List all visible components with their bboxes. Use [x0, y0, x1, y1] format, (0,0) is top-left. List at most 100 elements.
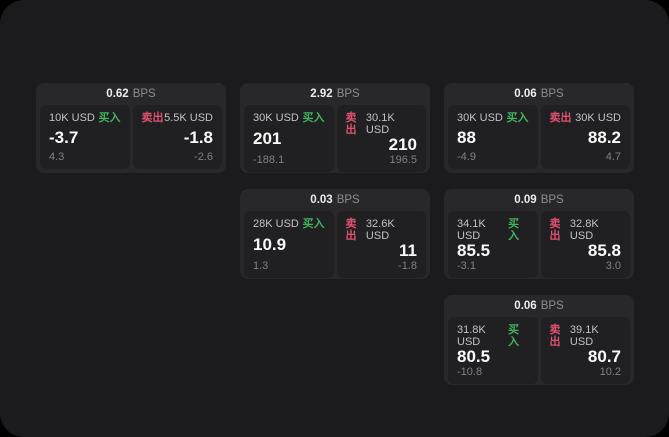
- sell-amount-label: 30K USD: [575, 112, 621, 124]
- sell-quote-sub-value: -2.6: [194, 151, 213, 163]
- card-header: 0.09 BPS: [448, 189, 630, 211]
- sell-quote-sub-value: 3.0: [605, 260, 621, 272]
- card-body: 28K USD 买入 10.9 1.3 卖出 32.6K USD 11 -1.8: [244, 211, 426, 278]
- sell-panel-top: 卖出 32.6K USD: [346, 218, 418, 242]
- sell-quote-panel[interactable]: 卖出 5.5K USD -1.8 -2.6: [132, 105, 222, 169]
- buy-quote-value: 88: [457, 127, 476, 147]
- sell-quote-sub-value: 10.2: [599, 366, 621, 378]
- sell-button[interactable]: 卖出: [549, 112, 572, 124]
- buy-button[interactable]: 买入: [302, 112, 325, 124]
- sell-panel-top: 卖出 30.1K USD: [346, 112, 418, 136]
- buy-quote-sub-value: -4.9: [457, 151, 476, 163]
- card-body: 30K USD 买入 201 -188.1 卖出 30.1K USD 210 1…: [244, 105, 426, 172]
- sell-button[interactable]: 卖出: [549, 218, 561, 242]
- buy-panel-top: 31.8K USD 买入: [457, 324, 529, 348]
- quote-card: 0.06 BPS 31.8K USD 买入 80.5 -10.8 卖出 39.1…: [444, 295, 634, 385]
- bps-value: 0.03: [310, 194, 333, 206]
- card-header: 0.62 BPS: [40, 83, 222, 105]
- buy-quote-sub-value: 1.3: [253, 260, 269, 272]
- sell-quote-panel[interactable]: 卖出 32.8K USD 85.8 3.0: [540, 211, 630, 278]
- cards-grid: 0.62 BPS 10K USD 买入 -3.7 4.3 卖出 5.5K USD…: [36, 83, 634, 385]
- buy-quote-panel[interactable]: 10K USD 买入 -3.7 4.3: [40, 105, 130, 169]
- buy-quote-value: 201: [253, 129, 282, 148]
- buy-button[interactable]: 买入: [508, 218, 520, 242]
- sell-quote-value: 80.7: [587, 347, 621, 366]
- bps-unit-label: BPS: [336, 88, 360, 100]
- buy-panel-top: 34.1K USD 买入: [457, 218, 529, 242]
- card-body: 34.1K USD 买入 85.5 -3.1 卖出 32.8K USD 85.8…: [448, 211, 630, 278]
- buy-button[interactable]: 买入: [302, 218, 325, 230]
- bps-unit-label: BPS: [336, 194, 360, 206]
- bps-unit-label: BPS: [540, 88, 564, 100]
- buy-quote-value: 10.9: [253, 235, 287, 254]
- buy-amount-label: 30K USD: [253, 112, 299, 124]
- buy-amount-label: 28K USD: [253, 218, 299, 230]
- quote-card: 0.03 BPS 28K USD 买入 10.9 1.3 卖出 32.6K US…: [240, 189, 430, 279]
- sell-amount-label: 32.8K USD: [569, 218, 599, 242]
- buy-panel-top: 30K USD 买入: [457, 112, 529, 124]
- card-header: 0.03 BPS: [244, 189, 426, 211]
- sell-panel-top: 卖出 30K USD: [550, 112, 622, 124]
- buy-quote-sub-value: -188.1: [253, 154, 285, 166]
- bps-unit-label: BPS: [132, 88, 156, 100]
- bps-value: 2.92: [310, 88, 333, 100]
- buy-panel-top: 28K USD 买入: [253, 218, 325, 230]
- sell-quote-panel[interactable]: 卖出 30.1K USD 210 196.5: [336, 105, 426, 172]
- buy-amount-label: 30K USD: [457, 112, 503, 124]
- bps-unit-label: BPS: [540, 300, 564, 312]
- buy-quote-value: -3.7: [49, 127, 79, 147]
- sell-quote-value: -1.8: [183, 127, 213, 147]
- card-body: 30K USD 买入 88 -4.9 卖出 30K USD 88.2 4.7: [448, 105, 630, 169]
- sell-button[interactable]: 卖出: [549, 324, 561, 348]
- sell-button[interactable]: 卖出: [345, 218, 357, 242]
- sell-quote-panel[interactable]: 卖出 32.6K USD 11 -1.8: [336, 211, 426, 278]
- buy-quote-panel[interactable]: 28K USD 买入 10.9 1.3: [244, 211, 334, 278]
- sell-amount-label: 5.5K USD: [164, 112, 213, 124]
- buy-amount-label: 31.8K USD: [457, 324, 486, 348]
- sell-quote-value: 85.8: [587, 241, 621, 260]
- buy-panel-top: 10K USD 买入: [49, 112, 121, 124]
- buy-button[interactable]: 买入: [98, 112, 121, 124]
- card-body: 31.8K USD 买入 80.5 -10.8 卖出 39.1K USD 80.…: [448, 317, 630, 384]
- sell-quote-panel[interactable]: 卖出 39.1K USD 80.7 10.2: [540, 317, 630, 384]
- sell-amount-label: 39.1K USD: [569, 324, 599, 348]
- bps-value: 0.62: [106, 88, 129, 100]
- sell-panel-top: 卖出 39.1K USD: [550, 324, 622, 348]
- buy-quote-value: 85.5: [457, 241, 491, 260]
- buy-amount-label: 34.1K USD: [457, 218, 486, 242]
- quote-card: 0.06 BPS 30K USD 买入 88 -4.9 卖出 30K USD 8…: [444, 83, 634, 173]
- sell-button[interactable]: 卖出: [141, 112, 164, 124]
- sell-quote-sub-value: -1.8: [398, 260, 417, 272]
- buy-quote-sub-value: -3.1: [457, 260, 476, 272]
- sell-amount-label: 32.6K USD: [365, 218, 395, 242]
- buy-panel-top: 30K USD 买入: [253, 112, 325, 124]
- buy-quote-panel[interactable]: 30K USD 买入 88 -4.9: [448, 105, 538, 169]
- card-header: 0.06 BPS: [448, 295, 630, 317]
- card-header: 0.06 BPS: [448, 83, 630, 105]
- buy-quote-panel[interactable]: 30K USD 买入 201 -188.1: [244, 105, 334, 172]
- buy-quote-panel[interactable]: 31.8K USD 买入 80.5 -10.8: [448, 317, 538, 384]
- bps-value: 0.09: [514, 194, 537, 206]
- sell-panel-top: 卖出 5.5K USD: [142, 112, 214, 124]
- bps-unit-label: BPS: [540, 194, 564, 206]
- buy-amount-label: 10K USD: [49, 112, 95, 124]
- quote-card: 2.92 BPS 30K USD 买入 201 -188.1 卖出 30.1K …: [240, 83, 430, 173]
- sell-quote-sub-value: 196.5: [389, 154, 417, 166]
- sell-button[interactable]: 卖出: [345, 112, 357, 136]
- quote-card: 0.62 BPS 10K USD 买入 -3.7 4.3 卖出 5.5K USD…: [36, 83, 226, 173]
- sell-amount-label: 30.1K USD: [365, 112, 395, 136]
- buy-quote-value: 80.5: [457, 347, 491, 366]
- buy-button[interactable]: 买入: [508, 324, 520, 348]
- buy-quote-sub-value: -10.8: [457, 366, 483, 378]
- bps-value: 0.06: [514, 88, 537, 100]
- sell-quote-panel[interactable]: 卖出 30K USD 88.2 4.7: [540, 105, 630, 169]
- sell-quote-value: 210: [388, 135, 417, 154]
- buy-quote-sub-value: 4.3: [49, 151, 65, 163]
- card-header: 2.92 BPS: [244, 83, 426, 105]
- buy-quote-panel[interactable]: 34.1K USD 买入 85.5 -3.1: [448, 211, 538, 278]
- card-body: 10K USD 买入 -3.7 4.3 卖出 5.5K USD -1.8 -2.…: [40, 105, 222, 169]
- sell-panel-top: 卖出 32.8K USD: [550, 218, 622, 242]
- sell-quote-value: 11: [399, 241, 417, 260]
- buy-button[interactable]: 买入: [506, 112, 529, 124]
